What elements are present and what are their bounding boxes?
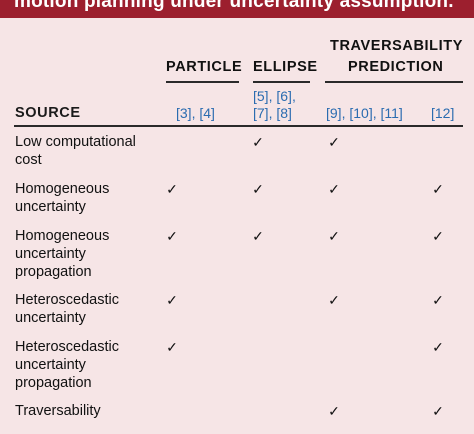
header-bottom-rule xyxy=(14,125,463,127)
check-icon: ✓ xyxy=(432,403,444,419)
check-icon: ✓ xyxy=(328,181,340,197)
check-icon: ✓ xyxy=(328,292,340,308)
row-label-line: Traversability xyxy=(15,403,101,419)
ref-link[interactable]: [5] xyxy=(253,88,269,104)
header-particle: PARTICLE xyxy=(166,59,243,75)
ref-link[interactable]: [8] xyxy=(276,105,292,121)
check-icon: ✓ xyxy=(166,181,178,197)
traversability-rule xyxy=(325,81,463,83)
row-label-line: Heteroscedastic xyxy=(15,292,119,308)
check-icon: ✓ xyxy=(328,403,340,419)
header-source: SOURCE xyxy=(15,105,81,121)
check-icon: ✓ xyxy=(328,134,340,150)
row-label-line: Low computational xyxy=(15,134,136,150)
check-icon: ✓ xyxy=(432,181,444,197)
check-icon: ✓ xyxy=(252,181,264,197)
header-traversability: TRAVERSABILITY xyxy=(330,38,463,54)
check-icon: ✓ xyxy=(166,339,178,355)
row-label-line: uncertainty xyxy=(15,246,86,262)
row-label: Heteroscedastic uncertainty xyxy=(15,291,165,327)
refs-traversability-last: [12] xyxy=(431,105,454,122)
particle-rule xyxy=(166,81,239,83)
ref-link[interactable]: [11] xyxy=(380,105,403,121)
row-label-line: cost xyxy=(15,152,42,168)
check-icon: ✓ xyxy=(252,134,264,150)
check-icon: ✓ xyxy=(166,228,178,244)
row-label-line: uncertainty xyxy=(15,199,86,215)
ref-link[interactable]: [6] xyxy=(276,88,292,104)
check-icon: ✓ xyxy=(432,292,444,308)
row-label-line: Homogeneous xyxy=(15,228,110,244)
row-label-line: Homogeneous xyxy=(15,181,110,197)
check-icon: ✓ xyxy=(432,228,444,244)
row-label: Heteroscedastic uncertainty propagation xyxy=(15,338,165,392)
row-label: Homogeneous uncertainty propagation xyxy=(15,227,165,281)
table-caption: motion planning under uncertainty assump… xyxy=(14,0,454,12)
ref-link[interactable]: [12] xyxy=(431,105,455,121)
row-label-line: uncertainty xyxy=(15,310,86,326)
row-label-line: propagation xyxy=(15,375,92,391)
check-icon: ✓ xyxy=(328,228,340,244)
header-prediction: PREDICTION xyxy=(348,59,444,75)
refs-particle: [3], [4] xyxy=(176,105,215,121)
ref-link[interactable]: [3] xyxy=(176,105,192,121)
row-label: Homogeneous uncertainty xyxy=(15,180,165,216)
refs-ellipse: [5], [6], [7], [8] xyxy=(253,88,296,121)
title-bar: motion planning under uncertainty assump… xyxy=(0,0,474,18)
header-ellipse: ELLIPSE xyxy=(253,59,318,75)
check-icon: ✓ xyxy=(432,339,444,355)
ref-link[interactable]: [9] xyxy=(326,105,342,121)
check-icon: ✓ xyxy=(252,228,264,244)
row-label-line: uncertainty xyxy=(15,357,86,373)
ref-link[interactable]: [4] xyxy=(199,105,215,121)
ref-link[interactable]: [10] xyxy=(349,105,373,121)
refs-traversability: [9], [10], [11] xyxy=(326,105,403,121)
ellipse-rule xyxy=(253,81,310,83)
row-label-line: Heteroscedastic xyxy=(15,339,119,355)
row-label: Traversability xyxy=(15,402,165,420)
ref-link[interactable]: [7] xyxy=(253,105,269,121)
row-label-line: propagation xyxy=(15,264,92,280)
check-icon: ✓ xyxy=(166,292,178,308)
row-label: Low computational cost xyxy=(15,133,165,169)
